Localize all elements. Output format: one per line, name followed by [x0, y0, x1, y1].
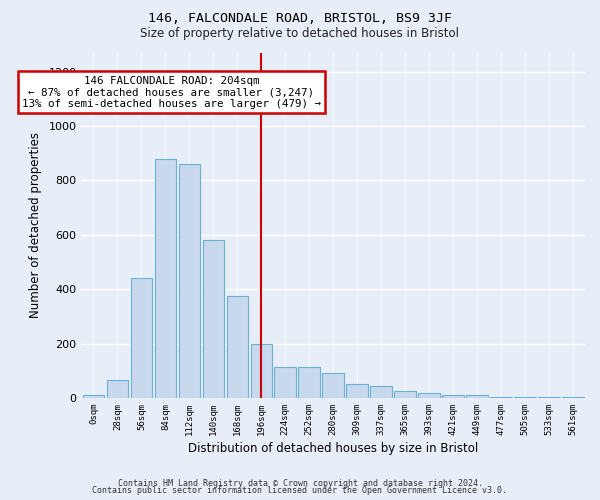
Bar: [274, 366, 296, 398]
Bar: [562, 397, 584, 398]
Text: 146, FALCONDALE ROAD, BRISTOL, BS9 3JF: 146, FALCONDALE ROAD, BRISTOL, BS9 3JF: [148, 12, 452, 26]
X-axis label: Distribution of detached houses by size in Bristol: Distribution of detached houses by size …: [188, 442, 478, 455]
Y-axis label: Number of detached properties: Number of detached properties: [29, 132, 41, 318]
Text: Size of property relative to detached houses in Bristol: Size of property relative to detached ho…: [140, 28, 460, 40]
Bar: [418, 393, 440, 398]
Bar: [251, 344, 272, 398]
Bar: [107, 380, 128, 398]
Text: Contains public sector information licensed under the Open Government Licence v3: Contains public sector information licen…: [92, 486, 508, 495]
Bar: [155, 158, 176, 398]
Text: Contains HM Land Registry data © Crown copyright and database right 2024.: Contains HM Land Registry data © Crown c…: [118, 478, 482, 488]
Bar: [298, 366, 320, 398]
Bar: [322, 374, 344, 398]
Bar: [394, 391, 416, 398]
Bar: [227, 296, 248, 398]
Bar: [514, 397, 536, 398]
Bar: [346, 384, 368, 398]
Bar: [179, 164, 200, 398]
Bar: [203, 240, 224, 398]
Bar: [83, 394, 104, 398]
Bar: [466, 395, 488, 398]
Text: 146 FALCONDALE ROAD: 204sqm
← 87% of detached houses are smaller (3,247)
13% of : 146 FALCONDALE ROAD: 204sqm ← 87% of det…: [22, 76, 321, 109]
Bar: [370, 386, 392, 398]
Bar: [442, 394, 464, 398]
Bar: [131, 278, 152, 398]
Bar: [538, 397, 560, 398]
Bar: [490, 397, 512, 398]
